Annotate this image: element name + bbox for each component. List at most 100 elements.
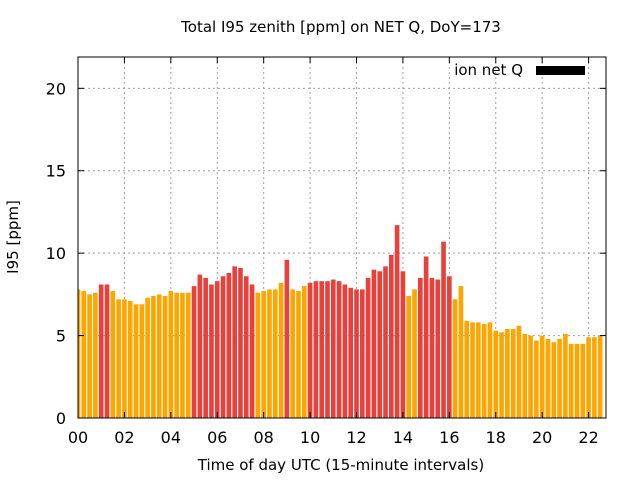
ticks (77, 57, 606, 419)
bar (348, 287, 354, 418)
x-tick-label: 02 (114, 428, 134, 447)
x-tick-label: 00 (68, 428, 88, 447)
bar (522, 333, 528, 418)
bar (325, 281, 330, 418)
bar (156, 294, 162, 418)
bar (423, 256, 429, 418)
bar (93, 292, 98, 418)
bar (563, 333, 568, 418)
chart-title: Total I95 zenith [ppm] on NET Q, DoY=173 (180, 18, 501, 36)
bar (580, 343, 586, 418)
x-tick-label: 18 (486, 428, 506, 447)
bar (98, 284, 104, 418)
bar (476, 322, 481, 418)
bar (388, 254, 394, 418)
bar (203, 277, 208, 418)
bar (336, 281, 342, 418)
legend-label: ion net Q (454, 61, 523, 79)
bar (151, 296, 156, 418)
bar (493, 330, 499, 418)
bar (377, 271, 383, 418)
bar (272, 289, 278, 418)
bar (197, 274, 203, 418)
bar (400, 271, 406, 418)
bar (180, 292, 185, 418)
bar (545, 338, 551, 418)
bar (232, 266, 237, 418)
bar (307, 282, 313, 418)
bar (87, 294, 92, 418)
bar (261, 291, 266, 418)
x-tick-label: 20 (532, 428, 552, 447)
x-tick-label: 04 (161, 428, 181, 447)
bar (574, 343, 580, 418)
bar (116, 299, 121, 418)
legend: ion net Q (454, 61, 585, 79)
bar (238, 267, 243, 418)
bar (249, 284, 255, 418)
bar (505, 328, 510, 418)
bar (209, 284, 214, 418)
bar (452, 299, 458, 418)
bar (597, 335, 603, 418)
bar (441, 241, 446, 418)
bar (214, 281, 220, 418)
bar (226, 272, 232, 418)
bar (313, 281, 319, 418)
bar (319, 281, 325, 418)
bar (174, 292, 179, 418)
bar (220, 276, 226, 418)
bar (122, 299, 127, 418)
bar (458, 286, 464, 418)
bar (168, 291, 174, 418)
x-axis-label: Time of day UTC (15-minute intervals) (197, 456, 484, 474)
bar (464, 320, 470, 418)
bar (301, 286, 307, 418)
bar (104, 284, 110, 418)
bar (145, 297, 150, 418)
y-axis-label: I95 [ppm] (4, 200, 22, 274)
bar (429, 277, 435, 418)
bar (243, 276, 249, 418)
bar (359, 289, 365, 418)
bar (406, 296, 412, 418)
bar (162, 296, 168, 418)
bar (586, 337, 591, 418)
legend-swatch (536, 66, 585, 75)
bar (296, 291, 301, 418)
bar (290, 289, 296, 418)
bar (568, 343, 574, 418)
y-tick-label: 0 (56, 409, 66, 428)
y-tick-label: 15 (46, 162, 66, 181)
bar (191, 286, 197, 418)
bar (470, 322, 475, 418)
bar (133, 304, 139, 418)
bars (78, 225, 603, 418)
bar (267, 289, 272, 418)
bar (255, 292, 261, 418)
bar (487, 322, 493, 418)
bar (557, 338, 562, 418)
bar (139, 304, 145, 418)
plot-frame (77, 56, 607, 419)
bar (81, 291, 87, 418)
bar (435, 279, 441, 418)
x-tick-label: 12 (346, 428, 366, 447)
bar (354, 289, 359, 418)
y-tick-labels: 0 5 10 15 20 (46, 79, 66, 428)
bar (365, 277, 371, 418)
bar (412, 289, 417, 418)
x-tick-label: 10 (300, 428, 320, 447)
y-tick-label: 5 (56, 327, 66, 346)
bar (499, 332, 504, 418)
x-tick-label: 14 (393, 428, 413, 447)
bar (342, 284, 348, 418)
bar (534, 340, 539, 418)
x-tick-label: 06 (207, 428, 227, 447)
bar (330, 279, 336, 418)
bar (592, 337, 597, 418)
bar (284, 259, 290, 418)
x-tick-label: 22 (578, 428, 598, 447)
bar (185, 292, 191, 418)
